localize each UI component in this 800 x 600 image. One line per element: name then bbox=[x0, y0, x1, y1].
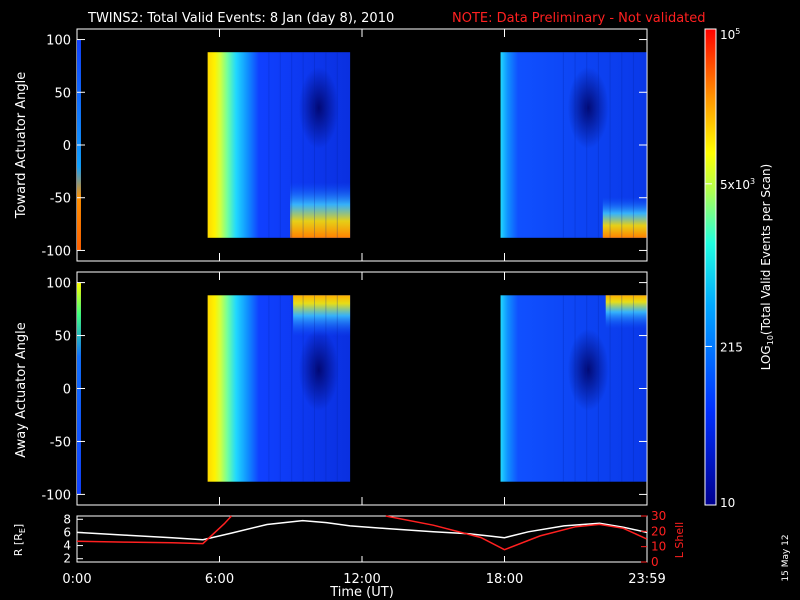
colorbar-gradient bbox=[704, 28, 717, 506]
lshell-line bbox=[76, 515, 232, 545]
colorbar: 105 5x103 215 10 LOG10(Total Valid Events p… bbox=[704, 27, 775, 510]
ytick-left-label: 2 bbox=[63, 552, 71, 566]
ytick-label: 50 bbox=[54, 86, 71, 101]
ytick-label: 0 bbox=[63, 383, 71, 398]
xtick-label: 12:00 bbox=[343, 572, 380, 587]
date-stamp: 15 May 12 bbox=[781, 534, 791, 581]
colorbar-tick-label: 105 bbox=[720, 27, 740, 42]
away-heatmap-blocks bbox=[77, 282, 647, 495]
heatmap-low-region bbox=[298, 67, 339, 149]
ytick-left-label: 4 bbox=[63, 539, 71, 553]
radius-ylabel: R [RE] bbox=[12, 524, 27, 556]
ytick-label: -50 bbox=[50, 192, 71, 207]
away-ylabel: Away Actuator Angle bbox=[14, 322, 29, 457]
lshell-line bbox=[385, 515, 648, 551]
toward-axis: 100 50 0 -50 -100 bbox=[41, 29, 648, 261]
away-axis: 100 50 0 -50 -100 bbox=[41, 272, 648, 505]
ytick-right-label: 0 bbox=[651, 555, 659, 569]
radius-line bbox=[76, 519, 647, 541]
heatmap-hot-region bbox=[290, 182, 351, 238]
colorbar-tick-label: 215 bbox=[720, 340, 743, 354]
figure-title: TWINS2: Total Valid Events: 8 Jan (day 8… bbox=[87, 11, 394, 26]
orbit-lines bbox=[76, 515, 648, 551]
ytick-left-label: 8 bbox=[63, 512, 71, 526]
ytick-label: 100 bbox=[46, 34, 71, 49]
orbit-plot-frame bbox=[76, 515, 648, 563]
heatmap-hot-region bbox=[602, 196, 647, 238]
time-xlabel: Time (UT) bbox=[329, 585, 394, 600]
ytick-right-label: 30 bbox=[651, 509, 666, 523]
xtick-label: 23:59 bbox=[628, 572, 665, 587]
ytick-label: -50 bbox=[50, 435, 71, 450]
xtick-label: 6:00 bbox=[205, 572, 234, 587]
colorbar-tick-label: 5x103 bbox=[720, 177, 755, 192]
away-panel: 100 50 0 -50 -100 Away Actuator Angle bbox=[14, 271, 648, 506]
heatmap-low-region bbox=[298, 328, 339, 411]
ytick-label: 50 bbox=[54, 330, 71, 345]
ytick-left-label: 6 bbox=[63, 525, 71, 539]
ytick-right-label: 10 bbox=[651, 540, 666, 554]
xtick-label: 0:00 bbox=[62, 572, 91, 587]
heatmap-low-region bbox=[567, 67, 609, 149]
ytick-label: 100 bbox=[46, 277, 71, 292]
toward-heatmap-blocks bbox=[77, 39, 647, 251]
toward-ylabel: Toward Actuator Angle bbox=[14, 72, 29, 219]
heatmap-hot-region bbox=[605, 295, 647, 329]
ytick-label: -100 bbox=[41, 244, 71, 259]
heatmap-hot-region bbox=[293, 295, 351, 337]
ytick-label: -100 bbox=[41, 488, 71, 503]
xtick-label: 18:00 bbox=[486, 572, 523, 587]
toward-panel: 100 50 0 -50 -100 Toward Actuator Angle bbox=[14, 28, 648, 262]
preliminary-note: NOTE: Data Preliminary - Not validated bbox=[452, 11, 706, 26]
ytick-label: 0 bbox=[63, 139, 71, 154]
colorbar-ticks: 105 5x103 215 10 bbox=[705, 27, 755, 510]
colorbar-tick-label: 10 bbox=[720, 496, 735, 510]
ytick-right-label: 20 bbox=[651, 524, 666, 538]
heatmap-low-region bbox=[567, 328, 609, 411]
lshell-ylabel: L Shell bbox=[673, 522, 686, 558]
colorbar-label: LOG10(Total Valid Events per Scan) bbox=[759, 164, 775, 371]
